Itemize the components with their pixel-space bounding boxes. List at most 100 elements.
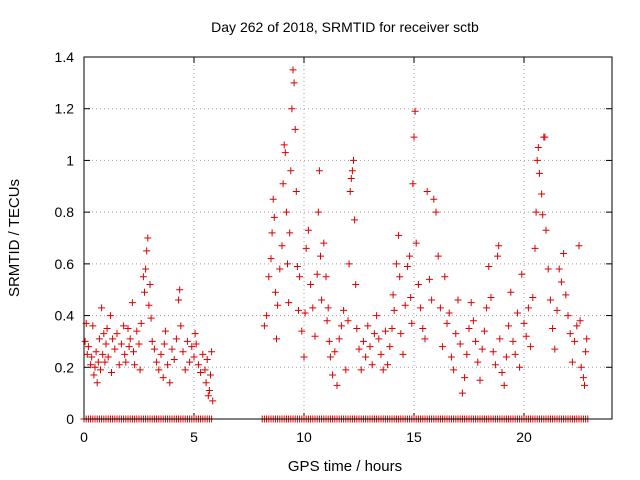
data-point <box>194 361 202 369</box>
x-tick-label: 0 <box>80 429 88 445</box>
data-point <box>300 353 308 361</box>
data-point <box>483 304 491 312</box>
data-point <box>350 156 357 164</box>
data-point <box>379 366 387 374</box>
x-tick-label: 20 <box>516 429 532 445</box>
data-points <box>80 66 592 423</box>
data-point <box>357 366 365 374</box>
data-point <box>469 317 477 325</box>
data-point <box>292 187 300 195</box>
data-point <box>329 371 337 379</box>
data-point <box>130 348 137 356</box>
data-point <box>419 325 427 332</box>
data-point <box>472 337 480 345</box>
data-point <box>176 286 184 294</box>
data-point <box>291 125 299 133</box>
data-point <box>111 345 119 353</box>
data-point <box>381 327 389 335</box>
data-point <box>377 350 385 358</box>
data-point <box>388 325 396 332</box>
data-point <box>170 356 178 364</box>
data-point <box>412 239 420 247</box>
data-point <box>268 229 276 237</box>
data-point <box>362 353 370 361</box>
data-point <box>296 273 304 281</box>
data-point <box>531 244 539 252</box>
data-point <box>177 322 185 330</box>
data-point <box>480 327 488 335</box>
data-point <box>368 361 376 369</box>
data-point <box>516 363 524 371</box>
data-point <box>423 187 431 195</box>
y-tick-label: 1.4 <box>55 49 75 65</box>
data-point <box>282 208 290 216</box>
data-point <box>87 361 95 369</box>
data-point <box>495 242 503 250</box>
axis-ticks: 0 0.2 0.4 0.6 0.8 1 1.2 1.4 0 5 10 15 20 <box>55 49 612 445</box>
data-point <box>564 312 572 320</box>
data-point <box>137 319 145 327</box>
data-point <box>342 366 350 374</box>
data-point <box>145 301 153 309</box>
data-point <box>143 247 151 255</box>
data-point <box>447 353 455 361</box>
data-point <box>529 293 537 301</box>
data-point <box>498 368 506 376</box>
data-point <box>443 319 451 327</box>
data-point <box>375 335 383 343</box>
data-point <box>430 195 438 203</box>
y-tick-label: 0 <box>66 411 74 427</box>
data-point <box>290 79 298 87</box>
data-point <box>164 361 172 369</box>
data-point <box>425 275 433 283</box>
data-point <box>579 374 587 382</box>
data-point <box>502 353 510 361</box>
data-point <box>353 325 361 332</box>
data-point <box>392 260 400 268</box>
data-point <box>577 363 585 371</box>
data-point <box>318 296 326 304</box>
data-point <box>284 260 291 268</box>
data-point <box>207 371 214 379</box>
data-point <box>83 350 91 358</box>
data-point <box>153 358 161 366</box>
data-point <box>295 306 302 314</box>
data-point <box>276 265 284 273</box>
data-point <box>511 350 519 358</box>
data-point <box>125 343 133 351</box>
data-point <box>150 345 158 353</box>
data-point <box>190 353 198 361</box>
data-point <box>192 340 200 348</box>
data-point <box>191 330 199 338</box>
data-point <box>186 358 194 366</box>
y-tick-label: 0.4 <box>55 308 75 324</box>
data-point <box>304 226 312 234</box>
data-point <box>432 208 440 216</box>
data-point <box>128 299 136 307</box>
data-point <box>120 322 128 330</box>
data-point <box>331 348 339 356</box>
data-point <box>131 361 139 369</box>
x-tick-label: 5 <box>190 429 198 445</box>
data-point <box>507 288 515 296</box>
data-point <box>500 381 508 389</box>
data-point <box>373 312 381 320</box>
data-point <box>534 144 542 151</box>
data-point <box>298 327 306 335</box>
data-point <box>568 358 576 366</box>
data-point <box>205 387 213 395</box>
chart-title: Day 262 of 2018, SRMTID for receiver sct… <box>211 19 479 35</box>
data-point <box>108 368 115 376</box>
data-point <box>408 319 416 327</box>
data-point <box>396 273 404 281</box>
data-point <box>144 234 152 242</box>
data-point <box>557 278 565 286</box>
data-point <box>98 304 106 312</box>
data-point <box>324 304 332 312</box>
data-point <box>355 345 363 353</box>
data-point <box>115 361 123 369</box>
data-point <box>90 371 98 379</box>
data-point <box>496 335 504 343</box>
data-point <box>315 167 323 175</box>
